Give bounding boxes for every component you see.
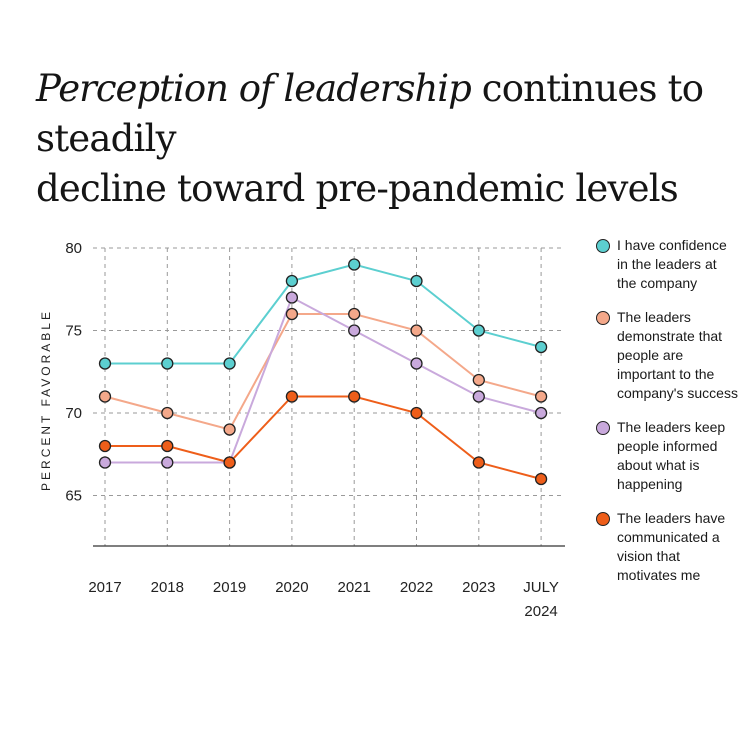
y-axis-label: PERCENT FAVORABLE [39, 309, 53, 491]
data-point [472, 390, 485, 403]
legend-label: I have confidence in the leaders at the … [617, 237, 727, 291]
legend-item: I have confidence in the leaders at the … [596, 236, 746, 293]
x-tick-label: 2023 [462, 579, 495, 596]
chart-legend: I have confidence in the leaders at the … [596, 236, 746, 600]
legend-swatch [596, 239, 610, 253]
data-point [161, 456, 174, 469]
data-point [285, 291, 299, 304]
legend-item: The leaders demonstrate that people are … [596, 308, 746, 403]
data-point [285, 274, 299, 288]
legend-label: The leaders have communicated a vision t… [617, 510, 726, 583]
x-tick-label: 2021 [338, 579, 371, 596]
data-point [223, 357, 236, 370]
series-line [105, 395, 542, 480]
data-point [161, 406, 174, 420]
x-tick-label: 2022 [400, 579, 433, 596]
y-tick-label: 70 [65, 405, 82, 422]
title-line2: decline toward pre-pandemic levels [36, 167, 679, 210]
data-point [472, 373, 485, 387]
legend-label: The leaders demonstrate that people are … [617, 309, 738, 401]
data-point [410, 274, 423, 288]
data-point [472, 324, 485, 337]
chart-title: Perception of leadership continues to st… [36, 64, 716, 214]
title-script-part: Perception of leadership [36, 67, 472, 110]
data-point [98, 390, 112, 403]
title-rest-line1: continues to steadily [36, 67, 704, 160]
data-point [348, 324, 361, 337]
data-point [410, 357, 423, 370]
y-tick-label: 80 [65, 240, 82, 257]
y-tick-label: 65 [65, 488, 82, 505]
x-tick-label: 2018 [151, 579, 184, 596]
data-point [98, 439, 112, 453]
legend-label: The leaders keep people informed about w… [617, 419, 726, 492]
legend-swatch [596, 311, 610, 325]
data-point [348, 258, 361, 271]
data-point [534, 472, 548, 486]
data-point [98, 357, 112, 370]
data-point [534, 340, 548, 354]
data-point [534, 390, 548, 403]
data-point [534, 406, 548, 420]
data-point [285, 390, 299, 403]
data-point [161, 357, 174, 370]
data-point [472, 456, 485, 469]
data-point [410, 324, 423, 337]
data-point [348, 307, 361, 321]
series-line [105, 263, 542, 365]
x-tick-label: 2024 [524, 603, 557, 620]
x-tick-label: 2019 [213, 579, 246, 596]
data-point [223, 456, 236, 469]
x-tick-label: JULY [523, 579, 559, 596]
legend-swatch [596, 512, 610, 526]
y-tick-label: 75 [65, 323, 82, 340]
data-point [285, 307, 299, 321]
series-line [105, 296, 542, 464]
legend-swatch [596, 421, 610, 435]
legend-item: The leaders have communicated a vision t… [596, 509, 746, 585]
data-point [161, 439, 174, 453]
data-point [348, 390, 361, 403]
legend-item: The leaders keep people informed about w… [596, 418, 746, 494]
x-tick-label: 2017 [88, 579, 121, 596]
data-point [223, 423, 236, 436]
data-point [410, 406, 423, 420]
x-tick-label: 2020 [275, 579, 308, 596]
data-point [98, 456, 112, 469]
